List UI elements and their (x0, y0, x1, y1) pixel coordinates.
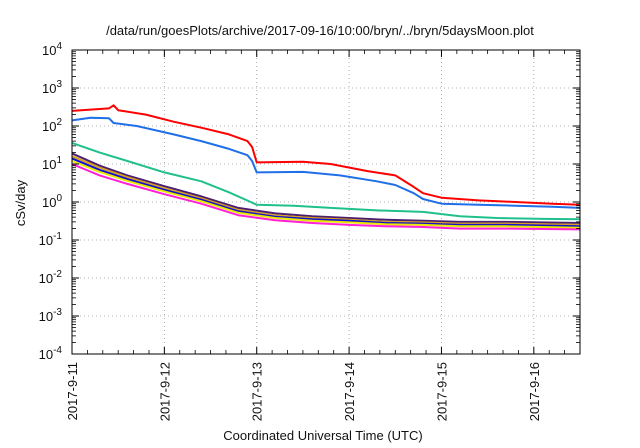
series-line-2 (71, 116, 581, 209)
y-tick-exponent: -3 (53, 307, 62, 318)
series-line-6 (71, 157, 581, 228)
y-tick-base: 10 (42, 81, 56, 96)
y-axis-label: cSv/day (13, 179, 28, 226)
y-tick-base: 10 (42, 157, 56, 172)
series-line-8 (71, 163, 581, 231)
y-tick-label: 101 (42, 155, 62, 172)
series-line-7 (71, 160, 581, 229)
y-tick-exponent: -4 (53, 345, 62, 356)
y-tick-label: 103 (42, 79, 62, 96)
y-tick-label: 102 (42, 117, 62, 134)
y-tick-label: 10-4 (39, 345, 63, 362)
series-line-1 (71, 104, 581, 206)
x-tick-label: 2017-9-12 (157, 362, 172, 421)
chart-title: /data/run/goesPlots/archive/2017-09-16/1… (106, 23, 534, 38)
x-tick-label: 2017-9-13 (250, 362, 265, 421)
x-tick-label: 2017-9-11 (65, 362, 80, 420)
y-tick-exponent: 2 (56, 117, 62, 128)
y-tick-base: 10 (39, 347, 53, 362)
y-tick-label: 10-1 (39, 231, 63, 248)
x-tick-label: 2017-9-15 (434, 362, 449, 421)
series-lines (71, 104, 581, 231)
x-tick-label: 2017-9-14 (342, 362, 357, 421)
series-line-3 (71, 141, 581, 221)
series-line-4 (71, 152, 581, 224)
axis-ticks (71, 49, 581, 355)
y-tick-exponent: 3 (56, 79, 62, 90)
series-line-5 (71, 155, 581, 226)
y-tick-label: 10-2 (39, 269, 63, 286)
y-tick-exponent: 4 (56, 41, 62, 52)
y-tick-base: 10 (39, 309, 53, 324)
y-tick-base: 10 (39, 233, 53, 248)
y-tick-base: 10 (39, 271, 53, 286)
y-tick-label: 10-3 (39, 307, 63, 324)
y-tick-label: 104 (42, 41, 62, 58)
y-tick-exponent: 0 (56, 193, 62, 204)
y-tick-label: 100 (42, 193, 62, 210)
y-tick-base: 10 (42, 195, 56, 210)
y-tick-base: 10 (42, 43, 56, 58)
x-tick-label: 2017-9-16 (527, 362, 542, 421)
x-axis-label: Coordinated Universal Time (UTC) (223, 428, 422, 443)
y-tick-exponent: -1 (53, 231, 62, 242)
y-tick-exponent: -2 (53, 269, 62, 280)
x-tick-labels: 2017-9-11 2017-9-12 2017-9-13 2017-9-14 2017… (65, 362, 542, 421)
y-tick-exponent: 1 (56, 155, 62, 166)
y-tick-base: 10 (42, 119, 56, 134)
